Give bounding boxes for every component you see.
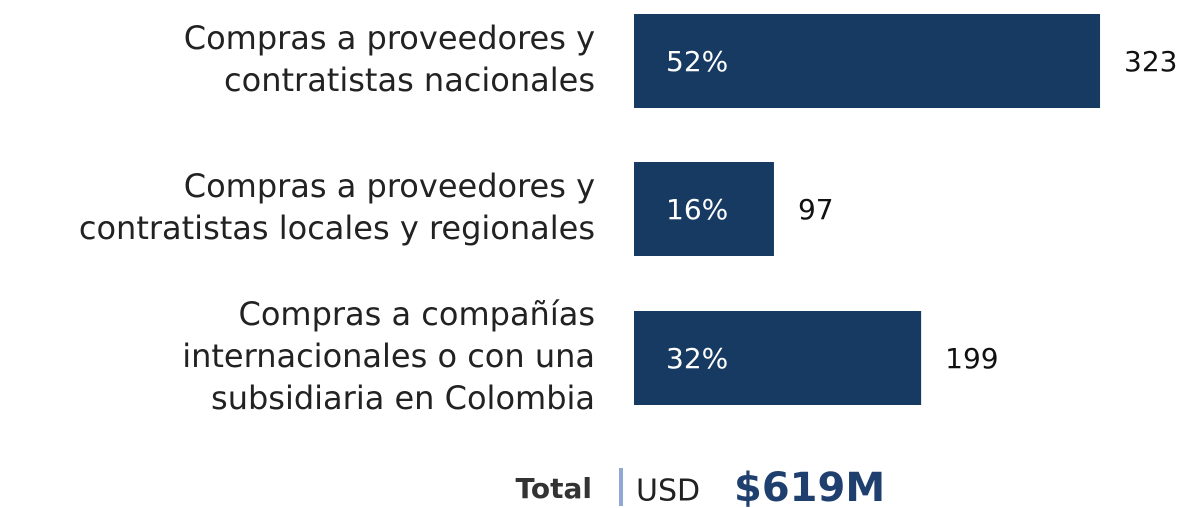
total-unit: USD xyxy=(636,474,700,508)
category-label: internacionales o con una xyxy=(182,337,595,375)
category-label: Compras a proveedores y xyxy=(184,19,595,57)
share-label: 16% xyxy=(666,193,728,226)
bar xyxy=(634,162,774,256)
category-label: contratistas nacionales xyxy=(224,61,595,99)
bar xyxy=(634,14,1101,108)
total-amount: $619M xyxy=(734,465,885,508)
category-label: Compras a proveedores y xyxy=(184,167,595,205)
share-label: 52% xyxy=(666,45,728,78)
category-label: subsidiaria en Colombia xyxy=(211,379,595,417)
category-label: Compras a compañías xyxy=(238,295,595,333)
category-label: contratistas locales y regionales xyxy=(79,209,595,247)
value-label: 97 xyxy=(798,193,834,226)
value-label: 199 xyxy=(945,342,998,375)
total-label: Total xyxy=(516,472,593,505)
bar xyxy=(634,311,922,405)
value-label: 323 xyxy=(1124,45,1177,78)
share-label: 32% xyxy=(666,342,728,375)
